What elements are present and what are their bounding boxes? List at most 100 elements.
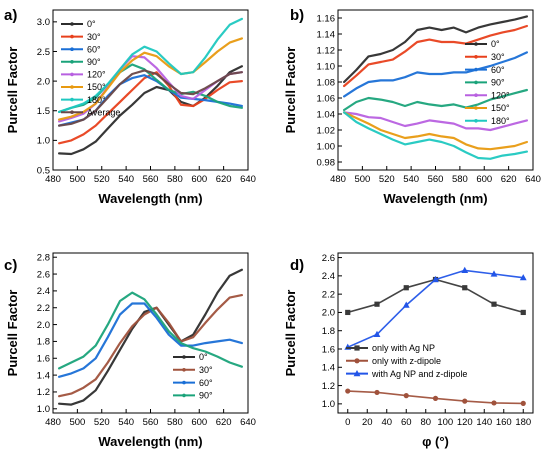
data-point <box>403 285 409 291</box>
data-point <box>374 389 380 396</box>
data-point <box>520 400 526 406</box>
y-tick-label: 2.4 <box>322 271 335 282</box>
x-tick-label: 580 <box>167 417 183 428</box>
x-tick-label: 100 <box>437 417 453 428</box>
legend-label: with Ag NP and z-dipole <box>371 369 467 379</box>
y-tick-label: 2.0 <box>37 76 50 87</box>
series-line <box>343 111 529 151</box>
x-tick-label: 500 <box>69 417 85 428</box>
y-tick-label: 1.06 <box>317 93 336 104</box>
data-point <box>491 400 497 406</box>
x-tick-label: 520 <box>379 174 395 185</box>
y-tick-label: 1.12 <box>317 45 336 56</box>
x-axis-label: φ (°) <box>422 434 449 449</box>
x-tick-label: 560 <box>143 417 159 428</box>
y-tick-label: 2.6 <box>322 253 335 264</box>
y-tick-label: 2.0 <box>37 320 50 331</box>
y-tick-label: 1.0 <box>37 136 50 147</box>
legend: 0° 30° 60° 90° 120° 150° 180° <box>465 39 510 126</box>
series-group <box>343 15 529 160</box>
x-tick-label: 40 <box>381 417 392 428</box>
data-point <box>345 309 351 316</box>
x-tick-label: 160 <box>496 417 512 428</box>
legend-marker <box>70 22 74 26</box>
data-point <box>461 266 469 273</box>
legend-label: 30° <box>87 32 101 42</box>
panel-c: c) 480 500 520 540 560 580 600 620 640 1.0 1.2 1.4 1.… <box>4 252 256 449</box>
data-point <box>520 309 526 316</box>
legend-label: 180° <box>87 95 106 105</box>
y-tick-label: 1.2 <box>322 381 335 392</box>
data-point <box>432 395 439 401</box>
series-line <box>57 291 243 370</box>
y-axis-label: Purcell Factor <box>5 47 20 134</box>
x-tick-label: 500 <box>354 174 370 185</box>
data-point <box>490 270 498 277</box>
legend-label: 30° <box>199 365 213 375</box>
x-tick-label: 500 <box>69 174 85 185</box>
x-axis-label: Wavelength (nm) <box>98 191 202 206</box>
x-tick-label: 20 <box>362 417 373 428</box>
panel-letter: d) <box>290 257 304 274</box>
series-line <box>57 302 243 378</box>
legend-label: 90° <box>87 57 101 67</box>
y-tick-label: 2.0 <box>322 308 335 319</box>
series-line <box>57 65 243 156</box>
legend-marker <box>70 72 74 77</box>
panel-d: d)0 20 40 60 80 100 120 140 160 1801.01.21.41.61.… <box>283 252 534 449</box>
series-line <box>343 111 529 160</box>
x-tick-label: 480 <box>330 174 346 185</box>
x-tick-label: 520 <box>94 174 110 185</box>
y-tick-label: 1.8 <box>37 337 50 348</box>
legend-marker <box>474 93 478 97</box>
y-tick-label: 1.2 <box>37 387 50 398</box>
legend-marker <box>182 393 186 398</box>
y-axis-label: Purcell Factor <box>283 290 298 377</box>
x-tick-label: 540 <box>118 417 134 428</box>
y-axis-label: Purcell Factor <box>283 47 298 134</box>
x-tick-label: 640 <box>240 417 256 428</box>
y-tick-label: 0.5 <box>37 165 50 176</box>
series-line <box>343 51 529 98</box>
x-tick-label: 600 <box>191 417 207 428</box>
legend-marker <box>70 110 74 114</box>
y-tick-label: 1.6 <box>322 344 335 355</box>
legend-label: 0° <box>199 352 208 362</box>
x-tick-label: 80 <box>420 417 431 428</box>
legend-label: 150° <box>87 82 106 92</box>
legend-label: 60° <box>87 44 101 54</box>
series-line <box>57 63 243 114</box>
x-tick-label: 560 <box>143 174 159 185</box>
legend-marker <box>474 55 478 59</box>
legend-marker <box>354 345 360 351</box>
series-group <box>344 266 527 406</box>
y-tick-label: 1.16 <box>317 13 336 24</box>
x-tick-label: 520 <box>94 417 110 428</box>
x-tick-label: 60 <box>401 417 412 428</box>
panel-b: b) 480 500 520 540 560 580 600 620 640 0.98 1.00 1.0… <box>283 7 541 206</box>
legend: only with Ag NP only with z-dipole with Ag… <box>346 343 467 379</box>
series-line <box>343 88 529 112</box>
series-line <box>57 37 243 121</box>
legend: 0° 30° 60° 90° 120° 150° 180° Average <box>61 19 120 117</box>
data-point <box>462 285 468 291</box>
y-tick-label: 1.8 <box>322 326 335 337</box>
x-tick-label: 620 <box>216 417 232 428</box>
legend-label: 30° <box>491 52 505 62</box>
x-tick-label: 480 <box>45 417 61 428</box>
x-tick-label: 540 <box>403 174 419 185</box>
legend-marker <box>474 67 478 72</box>
y-tick-label: 1.00 <box>317 141 336 152</box>
legend-label: only with z-dipole <box>372 356 441 366</box>
legend-label: 120° <box>87 70 106 80</box>
legend-label: 180° <box>491 116 510 126</box>
x-tick-label: 580 <box>452 174 468 185</box>
legend-label: only with Ag NP <box>372 343 435 353</box>
legend-marker <box>70 34 74 39</box>
data-point <box>403 393 409 399</box>
legend-marker <box>182 368 186 372</box>
x-tick-label: 540 <box>118 174 134 185</box>
legend-label: 90° <box>491 78 505 88</box>
x-axis-label: Wavelength (nm) <box>98 434 202 449</box>
